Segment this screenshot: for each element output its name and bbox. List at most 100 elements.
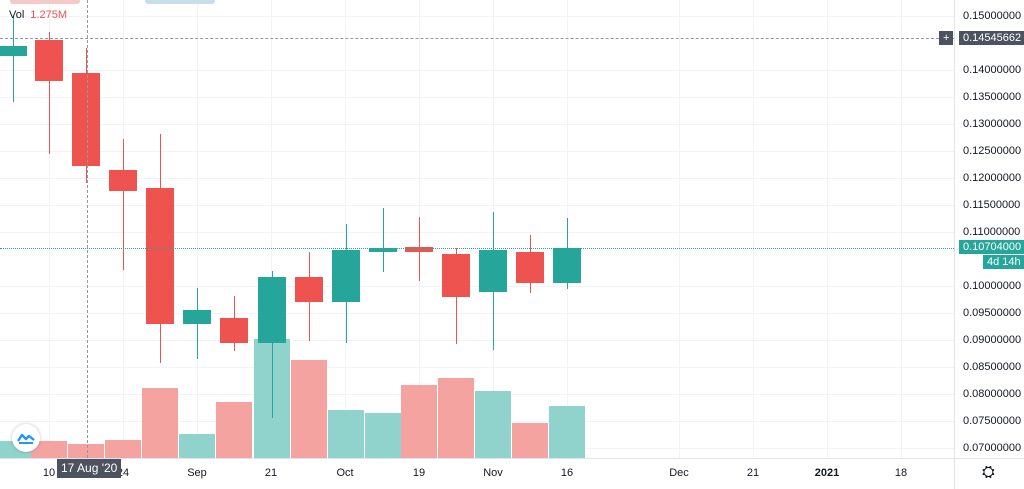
time-tick-label: 21: [264, 467, 278, 479]
candle-body: [516, 251, 544, 284]
last-price-tag: 0.10704000: [959, 239, 1024, 254]
candle-body: [35, 40, 63, 81]
time-tick-label: Nov: [483, 467, 503, 479]
candle-body: [295, 276, 323, 303]
time-tick-label: 18: [894, 467, 908, 479]
price-tick-label: 0.13500000: [963, 91, 1022, 103]
candle-wick: [272, 271, 273, 419]
bar-countdown-tag: 4d 14h: [983, 254, 1024, 269]
price-tick-label: 0.13000000: [963, 118, 1022, 130]
grid-line-horizontal: [0, 286, 954, 287]
volume-bar: [216, 402, 253, 458]
price-tick-label: 0.10000000: [963, 280, 1022, 292]
grid-line-horizontal: [0, 232, 954, 233]
price-tick-label: 0.09500000: [963, 307, 1022, 319]
volume-bar: [291, 360, 328, 458]
grid-line-horizontal: [0, 124, 954, 125]
candle-wick: [49, 32, 50, 154]
time-tick-label: Dec: [669, 467, 689, 479]
price-tick-label: 0.08000000: [963, 388, 1022, 400]
candle-body: [405, 247, 433, 252]
grid-line-vertical: [827, 0, 828, 458]
hidden-toolbar-button[interactable]: [10, 0, 80, 4]
price-tick-label: 0.11000000: [963, 226, 1021, 238]
price-axis[interactable]: 0.15000000 0.14000000 0.13500000 0.13000000…: [939, 0, 1024, 458]
gear-icon[interactable]: ⛭: [982, 464, 995, 481]
candle-body: [72, 72, 100, 166]
time-tick-label: Oct: [336, 467, 354, 479]
crosshair-vertical-line: [87, 0, 88, 458]
last-price-line: [0, 247, 954, 249]
price-tick-label: 0.07000000: [963, 442, 1022, 454]
price-tick-label: 0.07500000: [963, 415, 1022, 427]
price-tick-label: 0.15000000: [963, 10, 1022, 22]
grid-line-vertical: [753, 0, 754, 458]
volume-bar: [68, 444, 105, 458]
volume-legend-label: Vol: [9, 9, 25, 21]
price-tick-label: 0.12000000: [963, 172, 1022, 184]
volume-bar: [401, 385, 438, 458]
volume-bar: [142, 388, 179, 458]
time-tick-label: 21: [746, 467, 760, 479]
time-tick-label: 2021: [814, 467, 840, 479]
candle-body: [332, 249, 360, 303]
grid-line-horizontal: [0, 313, 954, 314]
grid-line-horizontal: [0, 97, 954, 98]
settings-corner[interactable]: ⛭: [954, 458, 1024, 489]
candle-body: [442, 253, 470, 297]
price-tick-label: 0.08500000: [963, 361, 1022, 373]
grid-line-horizontal: [0, 205, 954, 206]
time-tick-label: 10: [42, 467, 56, 479]
crosshair-date-tag: 17 Aug '20: [57, 459, 122, 478]
grid-line-horizontal: [0, 367, 954, 368]
tradingview-cloud-icon[interactable]: [12, 424, 40, 452]
price-tick-label: 0.09000000: [963, 334, 1022, 346]
hidden-toolbar-button[interactable]: [145, 0, 215, 4]
grid-line-horizontal: [0, 16, 954, 17]
price-tick-label: 0.14000000: [963, 64, 1022, 76]
candle-body: [553, 248, 581, 284]
volume-bar: [438, 378, 475, 458]
grid-line-vertical: [679, 0, 680, 458]
volume-bar: [105, 439, 142, 458]
crosshair-price-tag: 0.14545662: [959, 31, 1024, 45]
time-tick-label: 19: [412, 467, 426, 479]
candle-body: [0, 45, 27, 57]
grid-line-vertical: [197, 0, 198, 458]
time-tick-label: Sep: [187, 467, 207, 479]
grid-line-vertical: [49, 0, 50, 458]
candle-body: [479, 249, 507, 293]
candle-wick: [383, 207, 384, 273]
volume-bar: [549, 406, 586, 458]
volume-bar: [475, 390, 512, 458]
candle-body: [369, 248, 397, 252]
grid-line-horizontal: [0, 70, 954, 71]
candle-body: [258, 276, 286, 343]
grid-line-horizontal: [0, 151, 954, 152]
volume-legend[interactable]: Vol 1.275M: [9, 9, 67, 21]
grid-line-horizontal: [0, 340, 954, 341]
volume-bar: [365, 413, 402, 458]
grid-line-horizontal: [0, 178, 954, 179]
volume-bar: [179, 434, 216, 458]
time-axis[interactable]: 10 24 Sep 21 Oct 19 Nov 16 Dec 21 2021 18 17 Aug '2…: [0, 458, 954, 489]
price-tick-label: 0.12500000: [963, 145, 1022, 157]
candle-body: [109, 169, 137, 192]
grid-line-vertical: [271, 0, 272, 458]
volume-bar: [31, 441, 68, 458]
plus-icon[interactable]: +: [939, 31, 954, 45]
candle-wick: [13, 16, 14, 103]
candle-body: [146, 187, 174, 324]
candle-body: [220, 318, 248, 343]
volume-legend-value: 1.275M: [30, 9, 67, 21]
crosshair-horizontal-line: [0, 38, 954, 39]
candle-body: [183, 310, 211, 324]
volume-bar: [328, 410, 365, 458]
time-tick-label: 16: [560, 467, 574, 479]
grid-line-vertical: [345, 0, 346, 458]
grid-line-vertical: [901, 0, 902, 458]
candle-wick: [123, 138, 124, 270]
chart-pane[interactable]: Vol 1.275M: [0, 0, 954, 458]
price-tick-label: 0.11500000: [963, 199, 1021, 211]
volume-bar: [512, 423, 549, 458]
